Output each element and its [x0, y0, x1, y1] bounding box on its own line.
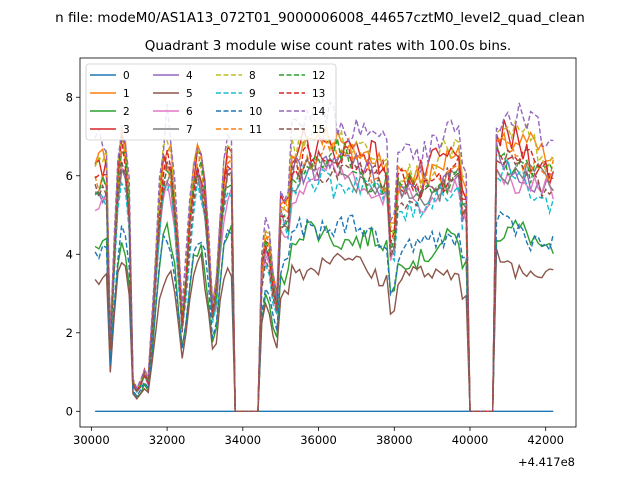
legend-label: 8	[249, 70, 256, 82]
series-line-10	[94, 210, 554, 412]
legend-label: 15	[312, 124, 325, 136]
legend-label: 0	[123, 70, 130, 82]
legend-label: 7	[186, 124, 193, 136]
series-line-5	[94, 248, 554, 412]
x-tick-label: 30000	[73, 433, 110, 447]
y-tick-label: 4	[66, 247, 73, 261]
legend-label: 11	[249, 124, 262, 136]
x-tick-label: 36000	[300, 433, 337, 447]
chart-title: Quadrant 3 module wise count rates with …	[145, 38, 511, 54]
legend-label: 14	[312, 106, 326, 118]
x-tick-label: 34000	[225, 433, 262, 447]
series-line-12	[94, 138, 554, 412]
y-tick-label: 8	[66, 90, 73, 104]
legend-label: 6	[186, 106, 193, 118]
legend-label: 13	[312, 88, 325, 100]
legend-label: 9	[249, 88, 256, 100]
legend-label: 2	[123, 106, 130, 118]
chart-suptitle: n file: modeM0/AS1A13_072T01_9000006008_…	[55, 10, 585, 26]
legend-box	[85, 63, 337, 141]
x-tick-label: 42000	[527, 433, 564, 447]
legend-label: 12	[312, 70, 325, 82]
series-line-13	[94, 140, 554, 412]
y-tick-label: 0	[66, 404, 73, 418]
series-line-2	[94, 218, 554, 412]
x-tick-label: 38000	[376, 433, 413, 447]
plot-area: 30000 32000 34000 36000 38000 40000 42000 0 2 4 6 8…	[66, 57, 577, 447]
x-tick-label: 40000	[452, 433, 489, 447]
legend-label: 10	[249, 106, 262, 118]
series-line-15	[94, 148, 554, 412]
legend-label: 4	[186, 70, 193, 82]
plot-frame	[79, 57, 577, 428]
y-tick-label: 2	[66, 326, 73, 340]
legend-label: 1	[123, 88, 130, 100]
legend-label: 5	[186, 88, 193, 100]
x-offset-label: +4.417e8	[518, 455, 575, 469]
x-tick-label: 32000	[149, 433, 186, 447]
y-tick-label: 6	[66, 169, 73, 183]
legend-label: 3	[123, 124, 130, 136]
